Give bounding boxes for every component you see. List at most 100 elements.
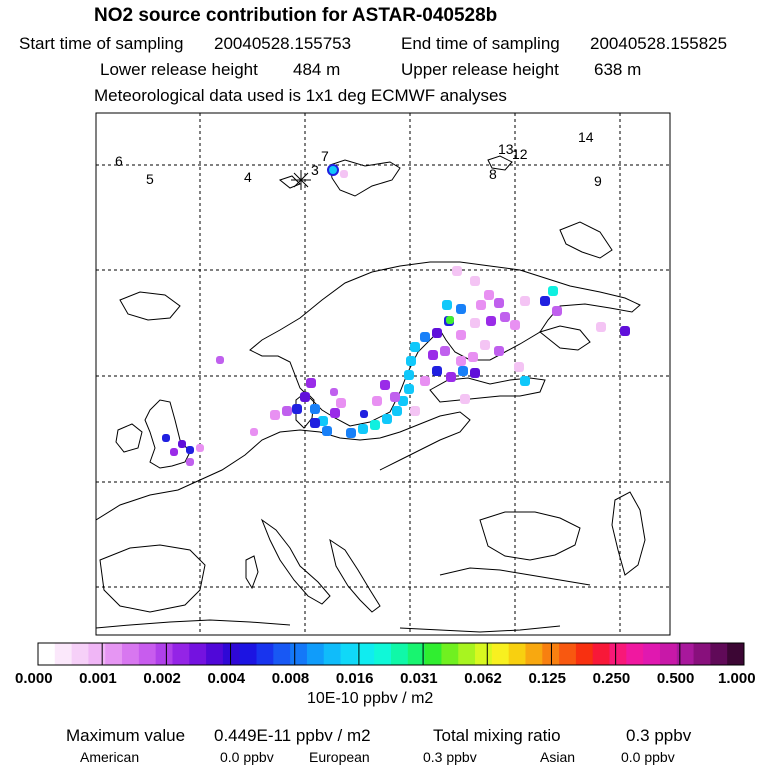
track-label: 7 xyxy=(321,148,329,164)
lower-height-label: Lower release height xyxy=(100,60,258,79)
plume-cell xyxy=(330,388,338,396)
plume-cell xyxy=(170,448,178,456)
colorbar-swatch xyxy=(256,643,274,665)
start-time-label: Start time of sampling xyxy=(19,34,184,53)
colorbar-swatch xyxy=(559,643,577,665)
colorbar-tick-label: 0.002 xyxy=(143,670,181,687)
plume-cell xyxy=(340,170,348,178)
colorbar-swatch xyxy=(710,643,728,665)
plume-cell xyxy=(336,398,346,408)
plume-cell xyxy=(310,418,320,428)
colorbar-swatch xyxy=(575,643,594,665)
plume-cell xyxy=(410,342,420,352)
plume-cell xyxy=(162,434,170,442)
colorbar-swatch xyxy=(491,643,510,665)
colorbar-swatch xyxy=(54,643,73,665)
plume-cell xyxy=(456,304,466,314)
plume-cell xyxy=(196,444,204,452)
colorbar-swatch xyxy=(542,643,560,665)
plume-cell xyxy=(476,300,486,310)
colorbar-swatch xyxy=(206,643,224,665)
track-label: 4 xyxy=(244,169,252,185)
plume-cell xyxy=(520,376,530,386)
colorbar-swatch xyxy=(88,643,106,665)
colorbar-swatch xyxy=(727,643,745,665)
colorbar-tick-label: 0.125 xyxy=(528,670,566,687)
plume-cell xyxy=(420,376,430,386)
colorbar-swatch xyxy=(424,643,442,665)
colorbar-swatch xyxy=(340,643,358,665)
colorbar-swatch xyxy=(626,643,644,665)
colorbar-tick-label: 0.000 xyxy=(15,670,53,687)
plume-cell xyxy=(620,326,630,336)
plume-cell xyxy=(410,406,420,416)
colorbar-swatch xyxy=(172,643,190,665)
plume-cell xyxy=(398,396,408,406)
colorbar-swatch xyxy=(609,643,627,665)
colorbar-tick-label: 0.031 xyxy=(400,670,438,687)
plume-cell xyxy=(470,276,480,286)
colorbar xyxy=(38,643,745,665)
plume-cell xyxy=(456,356,466,366)
colorbar-swatch xyxy=(138,643,157,665)
plume-cell xyxy=(346,428,356,438)
track-label: 13 xyxy=(498,141,514,157)
colorbar-swatch xyxy=(222,643,241,665)
max-value: 0.449E-11 ppbv / m2 xyxy=(214,726,371,745)
colorbar-swatch xyxy=(676,643,695,665)
plume-cell xyxy=(390,392,400,402)
colorbar-swatch xyxy=(357,643,375,665)
plume-cell xyxy=(282,406,292,416)
colorbar-swatch xyxy=(525,643,543,665)
coastlines xyxy=(96,155,646,633)
plume-cell xyxy=(456,330,466,340)
upper-height-label: Upper release height xyxy=(401,60,559,79)
colorbar-frame xyxy=(37,642,745,666)
colorbar-swatch xyxy=(374,643,392,665)
track-label: 3 xyxy=(311,162,319,178)
colorbar-swatch xyxy=(290,643,308,665)
colorbar-swatch xyxy=(122,643,140,665)
plume-cell xyxy=(360,410,368,418)
plume-cell xyxy=(452,266,462,276)
plume-cell xyxy=(432,366,442,376)
plume-cell xyxy=(186,458,194,466)
plume-cell xyxy=(318,416,328,426)
end-time-label: End time of sampling xyxy=(401,34,560,53)
plume-cell xyxy=(322,426,332,436)
colorbar-swatch xyxy=(323,643,342,665)
colorbar-swatch xyxy=(659,643,678,665)
plume-cell xyxy=(494,298,504,308)
plume-cell xyxy=(460,394,470,404)
plume-cell xyxy=(514,362,524,372)
colorbar-tick-label: 0.004 xyxy=(207,670,246,687)
plume-cell xyxy=(300,392,310,402)
plume-cell xyxy=(484,290,494,300)
total-mixing-label: Total mixing ratio xyxy=(433,726,561,745)
plume-cell xyxy=(178,440,186,448)
plume-cell xyxy=(486,316,496,326)
track-label: 8 xyxy=(489,166,497,182)
plume-cell xyxy=(250,428,258,436)
american-value: 0.0 ppbv xyxy=(220,749,274,765)
plume-cell xyxy=(380,380,390,390)
plume-cell xyxy=(494,346,504,356)
plume-cell xyxy=(458,366,468,376)
colorbar-swatch xyxy=(508,643,526,665)
track-label: 12 xyxy=(512,146,528,162)
asian-label: Asian xyxy=(540,749,576,765)
colorbar-swatch xyxy=(643,643,661,665)
lower-height-value: 484 m xyxy=(293,60,341,79)
colorbar-swatch xyxy=(155,643,173,665)
source-spot xyxy=(327,164,339,176)
colorbar-swatch xyxy=(458,643,476,665)
plume-cell xyxy=(392,406,402,416)
plume-cell xyxy=(370,420,380,430)
start-time-value: 20040528.155753 xyxy=(214,34,352,53)
track-label: 9 xyxy=(594,173,602,189)
colorbar-swatch xyxy=(239,643,258,665)
plume-cell xyxy=(432,328,442,338)
colorbar-tick-label: 0.062 xyxy=(464,670,502,687)
colorbar-swatch xyxy=(105,643,123,665)
